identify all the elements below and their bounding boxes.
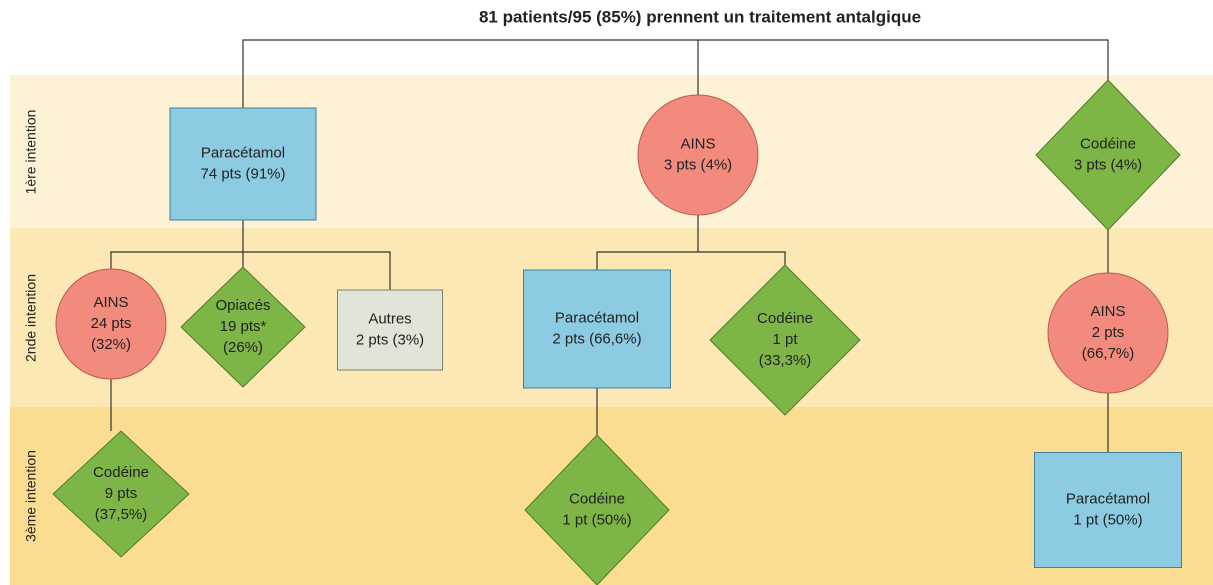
diamond-node (709, 264, 861, 416)
row-label: 2nde intention (23, 274, 39, 362)
diamond-node (180, 266, 306, 388)
node-label: (32%) (91, 336, 131, 353)
diamond-node (52, 430, 190, 558)
node-label: Paracétamol (555, 309, 639, 326)
node-label: 2 pts (3%) (356, 331, 424, 348)
node-label: 1 pt (50%) (562, 511, 631, 528)
node-label: Opiacés (215, 297, 270, 314)
node-label: AINS (680, 135, 715, 152)
node-label: Paracétamol (201, 144, 285, 161)
node-label: Autres (368, 310, 411, 327)
node-label: 3 pts (4%) (1074, 156, 1142, 173)
title: 81 patients/95 (85%) prennent un traitem… (479, 7, 921, 26)
node-label: (66,7%) (1082, 345, 1135, 362)
diamond-node (524, 434, 670, 585)
node-label: 3 pts (4%) (664, 156, 732, 173)
connector (110, 220, 391, 290)
node-label: AINS (1090, 303, 1125, 320)
node-label: Codéine (1080, 135, 1136, 152)
row-label: 1ère intention (23, 110, 39, 195)
box-node (337, 289, 443, 371)
node-label: Codéine (757, 310, 813, 327)
circle-node (55, 268, 167, 380)
node-label: AINS (93, 294, 128, 311)
node-label: Codéine (93, 464, 149, 481)
node-label: 2 pts (1092, 324, 1125, 341)
node-label: (33,3%) (759, 352, 812, 369)
circle-node (1047, 272, 1169, 394)
connectors (110, 39, 1109, 453)
node-label: 1 pt (50%) (1073, 511, 1142, 528)
connector (242, 39, 1109, 108)
box-node (523, 269, 671, 389)
connector (596, 215, 786, 270)
diamond-node (1035, 79, 1181, 231)
node-label: (37,5%) (95, 506, 148, 523)
row-label: 3ème intention (23, 450, 39, 542)
node-label: 24 pts (91, 315, 132, 332)
node-label: (26%) (223, 339, 263, 356)
circle-node (637, 94, 759, 216)
node-label: 74 pts (91%) (200, 165, 285, 182)
node-label: Paracétamol (1066, 490, 1150, 507)
node-label: 19 pts* (220, 318, 267, 335)
box-node (169, 107, 317, 221)
node-label: 1 pt (772, 331, 798, 348)
node-label: 2 pts (66,6%) (552, 330, 641, 347)
box-node (1034, 452, 1182, 568)
node-label: 9 pts (105, 485, 138, 502)
node-label: Codéine (569, 490, 625, 507)
